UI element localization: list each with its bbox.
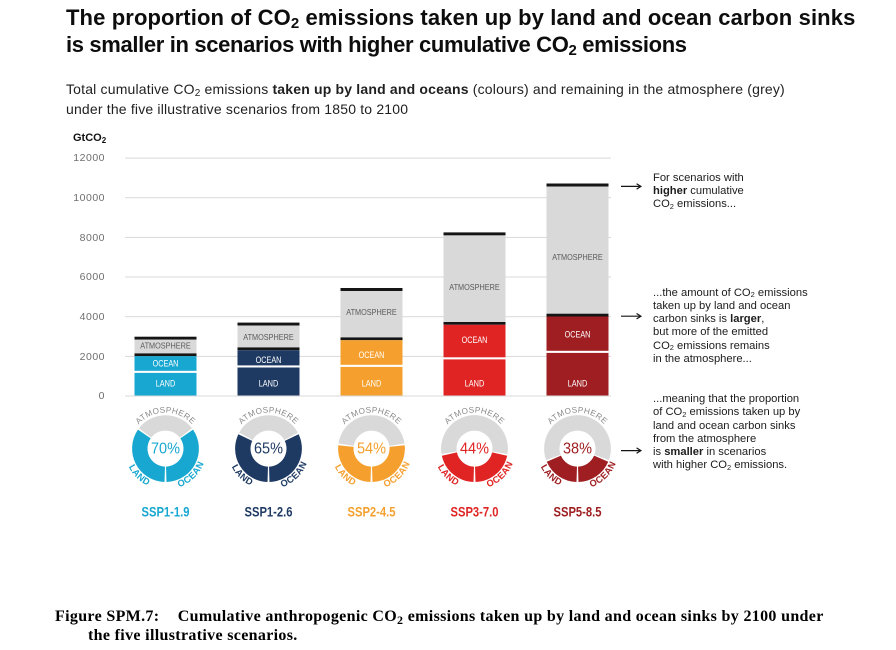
- svg-text:LAND: LAND: [362, 379, 382, 389]
- svg-text:LAND: LAND: [156, 379, 176, 389]
- svg-text:ATMOSPHERE: ATMOSPHERE: [140, 341, 191, 350]
- svg-text:LAND: LAND: [465, 379, 485, 389]
- svg-text:ATMOSPHERE: ATMOSPHERE: [449, 283, 500, 292]
- svg-text:SSP1-2.6: SSP1-2.6: [245, 503, 293, 519]
- svg-text:70%: 70%: [151, 441, 180, 458]
- svg-text:44%: 44%: [460, 441, 489, 458]
- svg-text:OCEAN: OCEAN: [565, 330, 591, 340]
- svg-text:OCEAN: OCEAN: [462, 335, 488, 345]
- svg-text:SSP3-7.0: SSP3-7.0: [451, 503, 499, 519]
- svg-text:OCEAN: OCEAN: [256, 355, 282, 365]
- svg-text:SSP2-4.5: SSP2-4.5: [348, 503, 396, 519]
- svg-text:OCEAN: OCEAN: [359, 350, 385, 360]
- svg-text:SSP1-1.9: SSP1-1.9: [142, 503, 190, 519]
- svg-text:ATMOSPHERE: ATMOSPHERE: [346, 308, 397, 317]
- svg-text:65%: 65%: [254, 441, 283, 458]
- svg-text:38%: 38%: [563, 441, 592, 458]
- svg-text:LAND: LAND: [568, 379, 588, 389]
- svg-text:ATMOSPHERE: ATMOSPHERE: [552, 253, 603, 262]
- svg-text:SSP5-8.5: SSP5-8.5: [554, 503, 602, 519]
- svg-text:OCEAN: OCEAN: [153, 359, 179, 369]
- svg-text:54%: 54%: [357, 441, 386, 458]
- svg-text:LAND: LAND: [259, 379, 279, 389]
- svg-text:ATMOSPHERE: ATMOSPHERE: [243, 333, 294, 342]
